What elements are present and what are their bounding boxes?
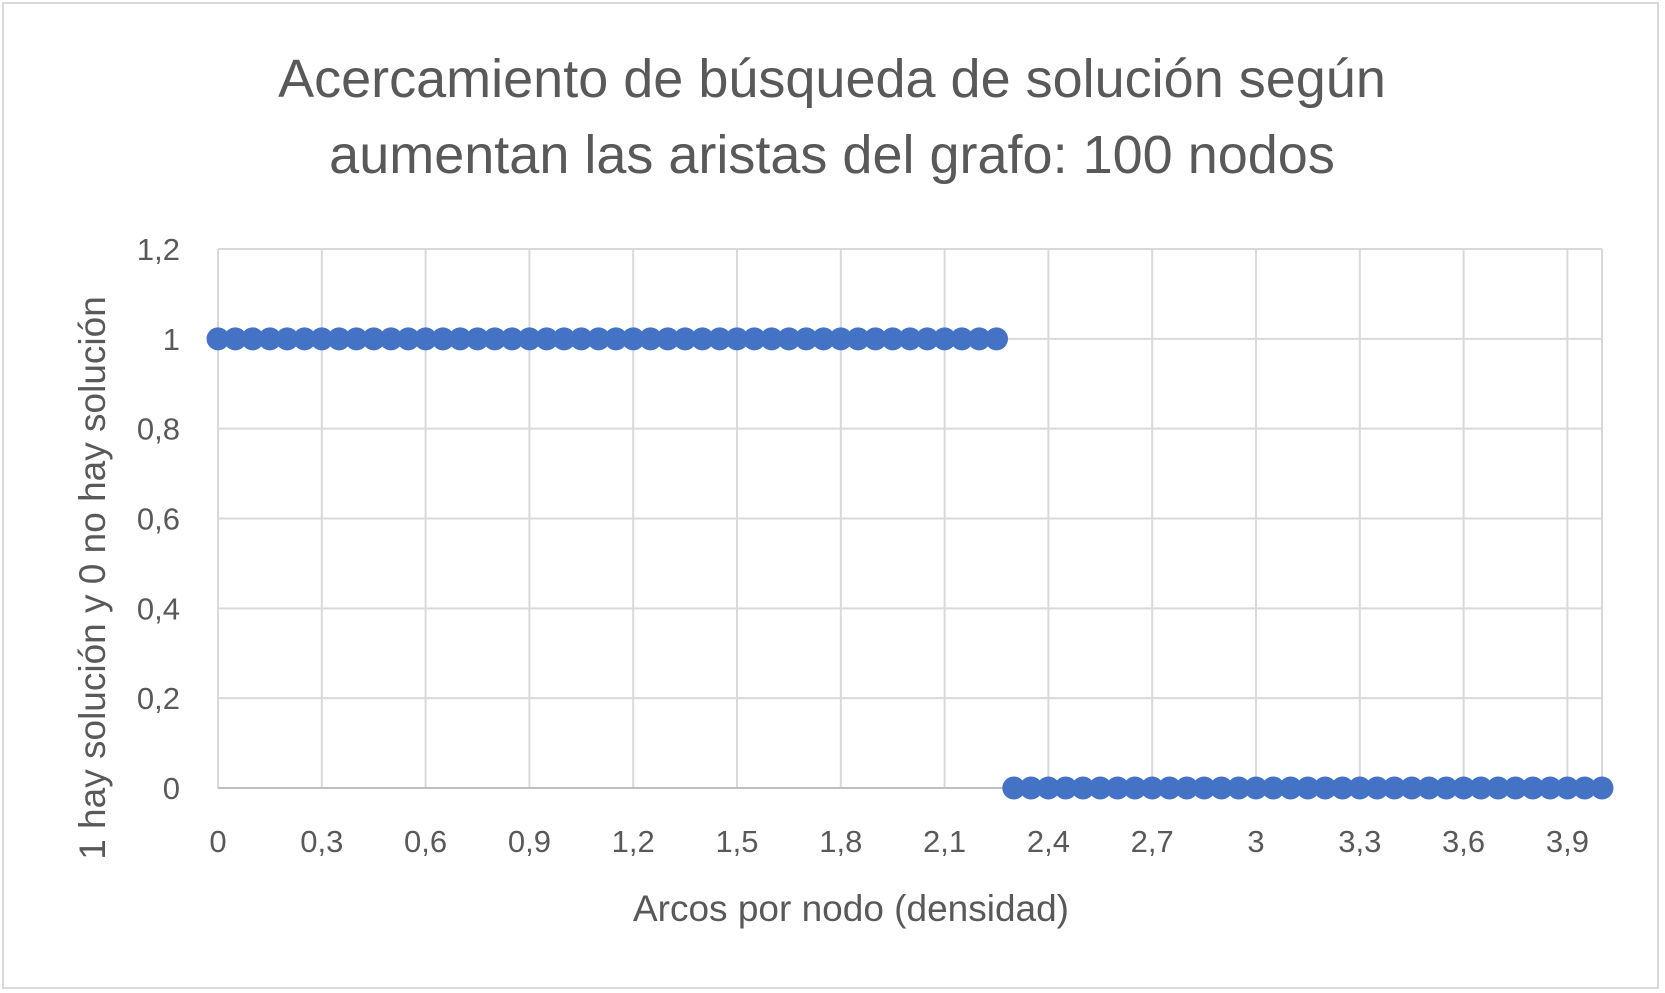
y-tick-label: 0,8 [137, 412, 180, 447]
x-tick-label: 3,9 [1546, 824, 1589, 859]
chart-title-line-2: aumentan las aristas del grafo: 100 nodo… [329, 125, 1335, 185]
x-tick-label: 2,7 [1131, 824, 1174, 859]
x-tick-label: 0 [209, 824, 226, 859]
chart-title: Acercamiento de búsqueda de solución seg… [278, 49, 1386, 185]
x-axis-title: Arcos por nodo (densidad) [633, 888, 1069, 929]
x-tick-label: 2,1 [923, 824, 966, 859]
x-tick-label: 1,5 [715, 824, 758, 859]
x-tick-label: 3,6 [1442, 824, 1485, 859]
y-axis-title: 1 hay solución y 0 no hay solución [72, 296, 113, 860]
x-tick-label: 2,4 [1027, 824, 1070, 859]
chart-title-line-1: Acercamiento de búsqueda de solución seg… [278, 49, 1386, 109]
x-tick-label: 0,3 [300, 824, 343, 859]
x-tick-label: 3 [1247, 824, 1264, 859]
tick-labels: 0 0,3 0,6 0,9 1,2 1,5 1,8 2,1 2,4 2,7 3 3,3 3,6 3,9 0 0… [137, 232, 1589, 859]
y-tick-label: 0,6 [137, 502, 180, 537]
data-point [1591, 777, 1614, 800]
y-tick-label: 0,2 [137, 681, 180, 716]
x-tick-label: 1,2 [612, 824, 655, 859]
data-points [207, 327, 1614, 799]
x-tick-label: 1,8 [819, 824, 862, 859]
y-tick-label: 0 [163, 771, 180, 806]
y-tick-label: 0,4 [137, 591, 180, 626]
x-tick-label: 3,3 [1338, 824, 1381, 859]
y-tick-label: 1,2 [137, 232, 180, 267]
data-point [985, 327, 1008, 350]
y-tick-label: 1 [163, 322, 180, 357]
x-tick-label: 0,9 [508, 824, 551, 859]
x-tick-label: 0,6 [404, 824, 447, 859]
